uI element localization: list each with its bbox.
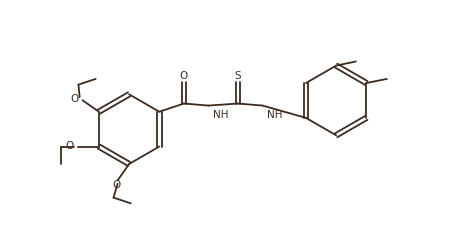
Text: O: O <box>180 72 188 81</box>
Text: O: O <box>70 94 78 104</box>
Text: O: O <box>113 180 121 189</box>
Text: O: O <box>65 141 74 151</box>
Text: NH: NH <box>267 110 282 120</box>
Text: S: S <box>235 72 241 81</box>
Text: NH: NH <box>212 110 228 120</box>
